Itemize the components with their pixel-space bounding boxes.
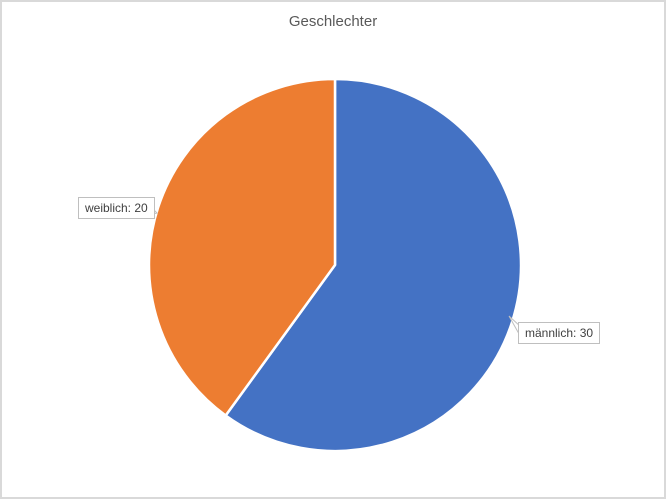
pie-slice-maennlich[interactable] xyxy=(224,77,523,453)
pie-slice-weiblich[interactable] xyxy=(147,77,337,417)
data-label-weiblich[interactable]: weiblich: 20 xyxy=(78,197,155,219)
data-label-maennlich[interactable]: männlich: 30 xyxy=(518,322,601,344)
chart-title[interactable]: Geschlechter xyxy=(288,13,378,30)
